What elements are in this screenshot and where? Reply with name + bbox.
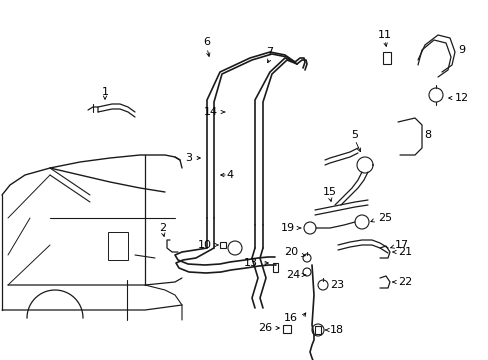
Text: 7: 7 [266,47,273,57]
Bar [272,263,278,272]
Text: 11: 11 [377,30,391,40]
Text: 25: 25 [377,213,391,223]
Text: 19: 19 [280,223,294,233]
Bar [382,52,390,64]
Text: 24: 24 [285,270,299,280]
Text: 5: 5 [351,130,358,140]
Text: 6: 6 [203,37,210,47]
Bar [283,325,290,333]
Text: 26: 26 [257,323,271,333]
Text: 21: 21 [397,247,411,257]
Text: 10: 10 [198,240,212,250]
Text: 16: 16 [284,313,297,323]
Text: 20: 20 [284,247,297,257]
Text: 15: 15 [323,187,336,197]
Text: 17: 17 [394,240,408,250]
Bar [314,326,320,334]
Text: 22: 22 [397,277,411,287]
Text: 8: 8 [423,130,430,140]
Text: 18: 18 [329,325,344,335]
Text: 4: 4 [226,170,233,180]
Text: 9: 9 [457,45,464,55]
Text: 3: 3 [184,153,192,163]
Text: 13: 13 [244,258,258,268]
Text: 23: 23 [329,280,344,290]
Bar [220,242,225,248]
Text: 14: 14 [203,107,218,117]
Text: 12: 12 [454,93,468,103]
Text: 1: 1 [102,87,108,97]
Text: 2: 2 [159,223,166,233]
Bar [108,232,128,260]
